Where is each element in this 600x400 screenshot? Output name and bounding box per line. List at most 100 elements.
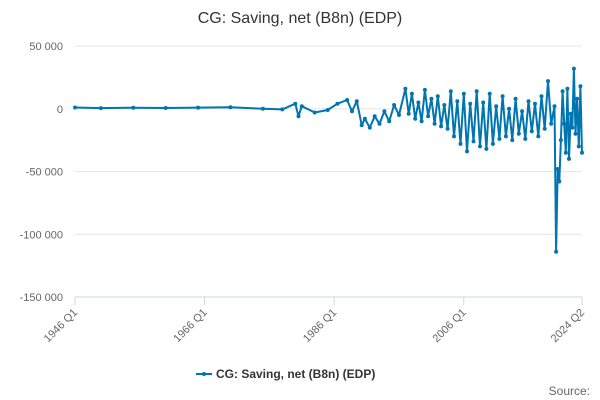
- data-point[interactable]: [567, 156, 571, 161]
- data-point[interactable]: [539, 94, 544, 99]
- data-point[interactable]: [516, 131, 521, 136]
- data-point[interactable]: [413, 116, 418, 121]
- data-point[interactable]: [131, 105, 136, 110]
- data-point[interactable]: [452, 134, 456, 139]
- data-point[interactable]: [578, 84, 583, 89]
- data-point[interactable]: [367, 125, 372, 130]
- data-point[interactable]: [507, 106, 512, 111]
- data-point[interactable]: [403, 86, 408, 91]
- data-point[interactable]: [458, 141, 463, 146]
- data-point[interactable]: [546, 79, 550, 84]
- data-point[interactable]: [471, 139, 476, 144]
- data-point[interactable]: [260, 106, 265, 111]
- data-point[interactable]: [382, 109, 387, 114]
- data-point[interactable]: [299, 104, 304, 109]
- data-point[interactable]: [497, 136, 502, 141]
- data-point[interactable]: [510, 138, 515, 143]
- x-tick-label: 2024 Q2: [549, 307, 587, 345]
- data-point[interactable]: [448, 89, 453, 94]
- data-point[interactable]: [536, 134, 541, 139]
- data-point[interactable]: [435, 94, 440, 99]
- data-point[interactable]: [570, 125, 575, 130]
- data-point[interactable]: [573, 131, 578, 136]
- data-point[interactable]: [439, 124, 444, 129]
- data-point[interactable]: [350, 109, 354, 114]
- data-point[interactable]: [468, 101, 473, 106]
- legend-dot-marker: [202, 372, 206, 376]
- data-point[interactable]: [354, 99, 359, 104]
- data-point[interactable]: [557, 179, 562, 184]
- data-point[interactable]: [487, 91, 492, 96]
- data-point[interactable]: [442, 103, 447, 107]
- data-point[interactable]: [387, 119, 392, 124]
- data-point[interactable]: [335, 101, 340, 106]
- data-point[interactable]: [325, 108, 330, 112]
- data-point[interactable]: [554, 249, 559, 254]
- data-point[interactable]: [98, 106, 103, 111]
- data-point[interactable]: [580, 150, 584, 155]
- data-point[interactable]: [484, 146, 489, 151]
- data-point[interactable]: [312, 110, 317, 115]
- x-tick-label: 1946 Q1: [42, 307, 80, 345]
- data-point[interactable]: [445, 126, 450, 131]
- data-point[interactable]: [163, 106, 168, 110]
- data-point[interactable]: [575, 96, 580, 101]
- data-point[interactable]: [565, 86, 570, 91]
- data-point[interactable]: [465, 149, 469, 154]
- data-point[interactable]: [576, 144, 581, 149]
- data-point[interactable]: [429, 96, 434, 101]
- data-point[interactable]: [372, 114, 377, 119]
- data-point[interactable]: [362, 116, 367, 121]
- y-tick-label: 0: [57, 104, 63, 116]
- data-point[interactable]: [555, 167, 560, 171]
- data-point[interactable]: [529, 129, 534, 134]
- data-point[interactable]: [426, 114, 431, 119]
- y-axis-labels: 50 000 0 -50 000 -100 000 -150 000: [20, 41, 63, 304]
- data-point[interactable]: [549, 121, 554, 126]
- data-point[interactable]: [500, 94, 505, 99]
- data-point[interactable]: [228, 105, 233, 110]
- data-point[interactable]: [490, 141, 495, 146]
- data-point[interactable]: [481, 100, 486, 105]
- data-point[interactable]: [73, 105, 77, 110]
- data-point[interactable]: [503, 134, 508, 139]
- data-point[interactable]: [397, 113, 401, 117]
- data-point[interactable]: [552, 104, 557, 109]
- data-point[interactable]: [416, 100, 421, 105]
- data-point[interactable]: [478, 144, 482, 149]
- legend[interactable]: CG: Saving, net (B8n) (EDP): [196, 367, 375, 381]
- data-point[interactable]: [409, 91, 414, 96]
- y-tick-label: -50 000: [26, 167, 63, 179]
- data-point[interactable]: [377, 121, 382, 126]
- data-point[interactable]: [526, 99, 531, 104]
- data-point[interactable]: [359, 123, 364, 128]
- data-point[interactable]: [542, 126, 547, 131]
- data-point[interactable]: [432, 121, 437, 126]
- data-point[interactable]: [392, 103, 397, 107]
- data-point[interactable]: [293, 101, 298, 106]
- data-point[interactable]: [406, 111, 411, 116]
- data-point[interactable]: [455, 99, 460, 104]
- data-point[interactable]: [558, 138, 563, 143]
- data-point[interactable]: [562, 121, 567, 126]
- data-point[interactable]: [520, 109, 525, 114]
- data-point[interactable]: [523, 136, 528, 141]
- x-tick-label: 1966 Q1: [171, 307, 209, 345]
- data-point[interactable]: [533, 101, 537, 106]
- data-point[interactable]: [571, 66, 576, 71]
- data-point[interactable]: [461, 91, 466, 96]
- data-point[interactable]: [280, 107, 285, 112]
- data-point[interactable]: [296, 114, 301, 119]
- data-point[interactable]: [422, 87, 427, 92]
- data-point[interactable]: [345, 98, 350, 102]
- data-point[interactable]: [560, 89, 565, 94]
- legend-label: CG: Saving, net (B8n) (EDP): [216, 367, 375, 381]
- data-point[interactable]: [563, 150, 568, 155]
- series-layer: [73, 66, 584, 254]
- data-point[interactable]: [494, 104, 499, 109]
- data-point[interactable]: [568, 111, 573, 116]
- data-point[interactable]: [513, 96, 518, 101]
- data-point[interactable]: [196, 105, 201, 110]
- data-point[interactable]: [474, 89, 479, 94]
- data-point[interactable]: [419, 119, 424, 124]
